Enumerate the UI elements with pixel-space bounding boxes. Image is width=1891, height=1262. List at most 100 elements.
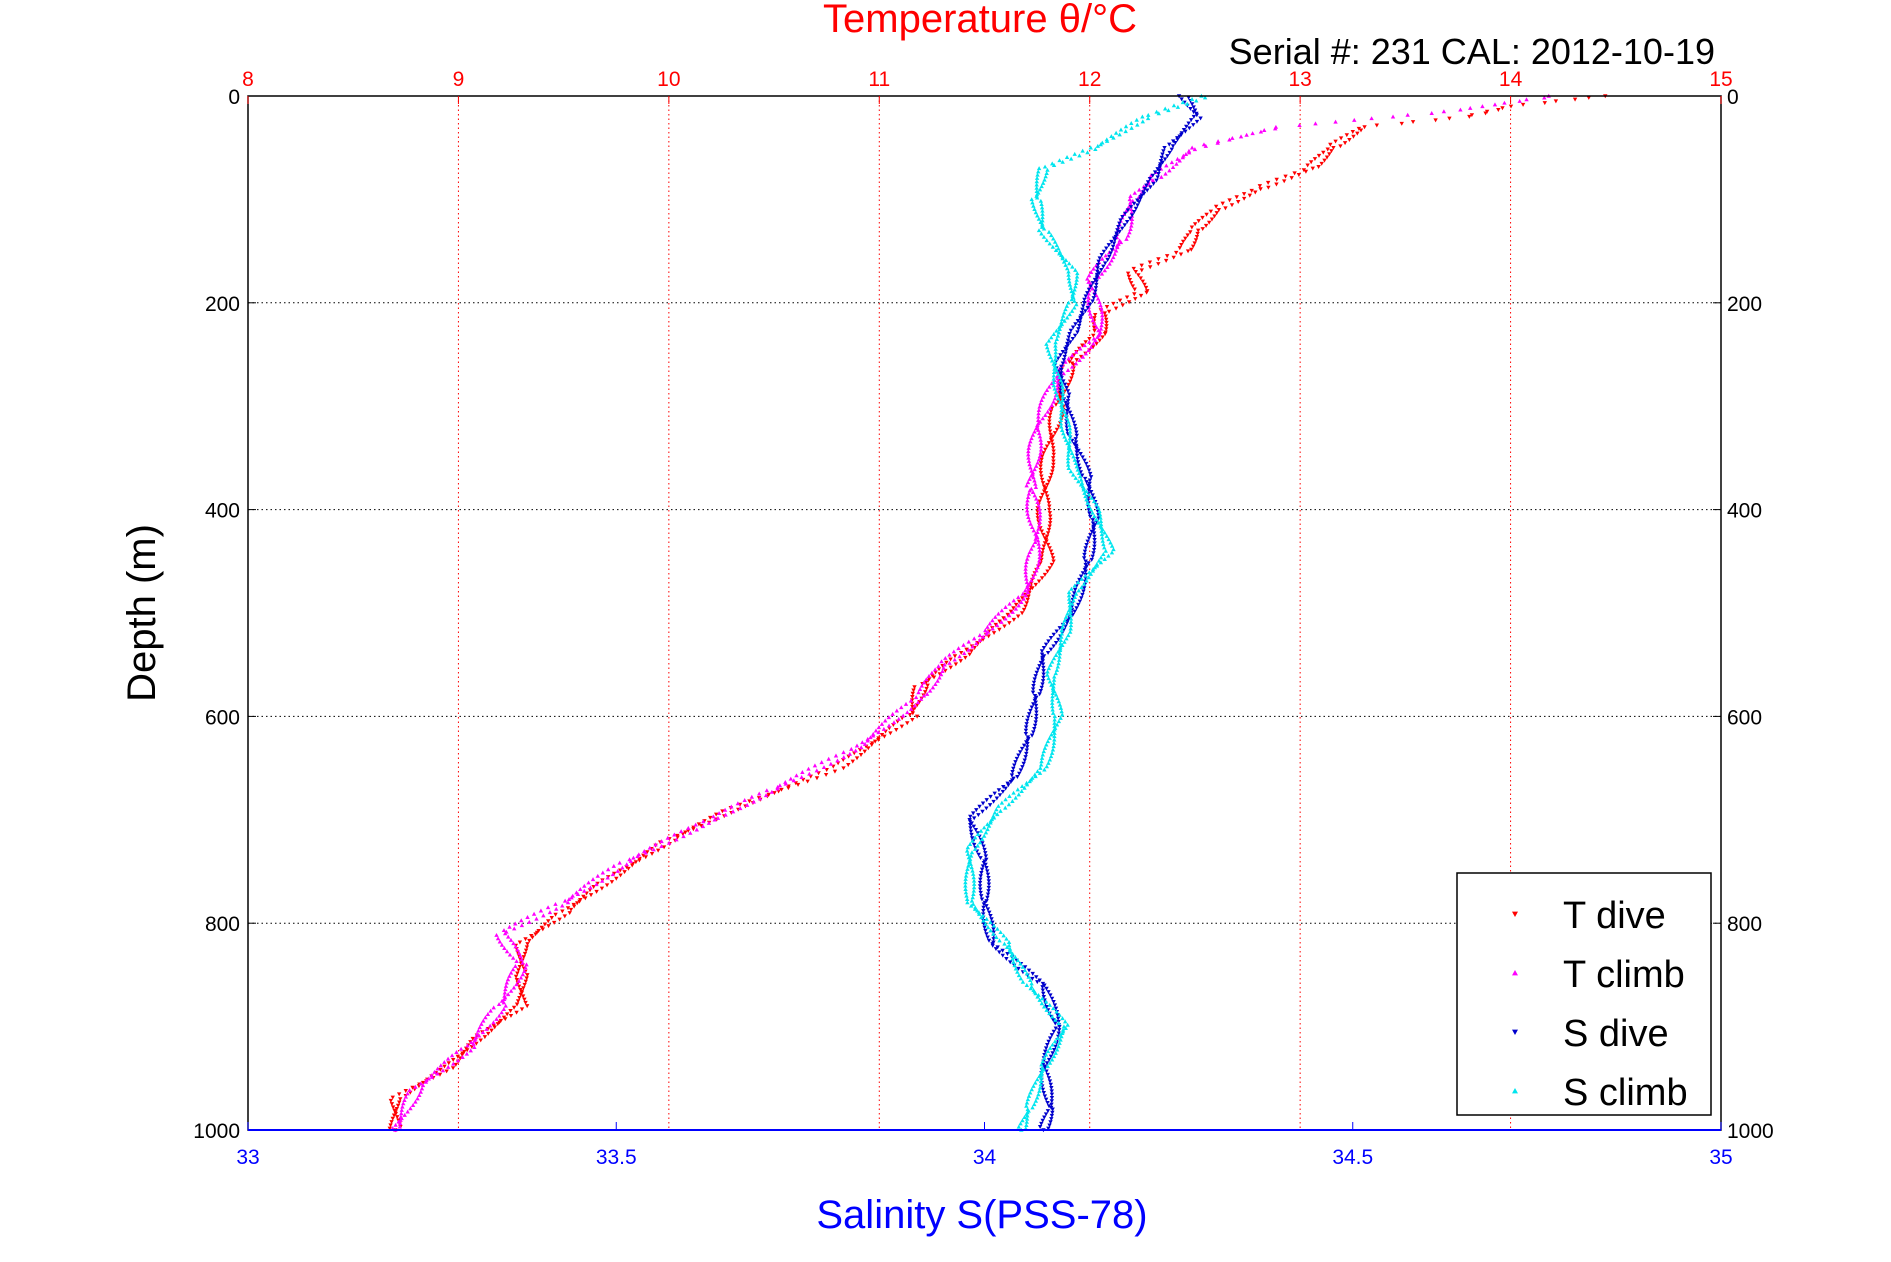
s-dive-point	[1082, 586, 1087, 591]
s-dive-point	[1083, 309, 1088, 314]
t-climb-point	[1037, 516, 1043, 521]
t-dive-point	[1257, 184, 1263, 189]
t-dive-point	[394, 1115, 400, 1120]
s-dive-point	[1023, 755, 1028, 760]
s-dive-point	[993, 947, 999, 952]
t-climb-point	[990, 618, 995, 623]
s-climb-point	[964, 870, 969, 875]
s-climb-point	[971, 881, 977, 886]
t-climb-point	[635, 853, 640, 858]
s-dive-point	[1034, 670, 1039, 675]
t-climb-point	[1031, 528, 1036, 533]
s-dive-point	[1041, 669, 1046, 674]
t-dive-point	[1044, 491, 1049, 496]
t-dive-point	[1241, 196, 1247, 201]
t-dive-point	[1036, 579, 1042, 584]
s-climb-point	[970, 895, 975, 900]
t-dive-point	[540, 927, 546, 932]
t-dive-point	[1019, 611, 1025, 616]
s-climb-point	[1036, 166, 1042, 171]
s-dive-point	[1077, 320, 1083, 325]
t-dive-point	[1126, 300, 1132, 305]
s-climb-point	[1034, 185, 1039, 190]
s-climb-point	[1060, 391, 1066, 396]
t-dive-point	[1048, 514, 1053, 519]
s-climb-point	[1063, 437, 1069, 442]
t-dive-point	[1011, 617, 1017, 622]
s-climb-point	[1067, 436, 1073, 441]
s-dive-point	[1102, 261, 1108, 266]
s-dive-point	[1020, 765, 1025, 770]
s-dive-point	[1031, 684, 1036, 688]
s-dive-point	[1035, 980, 1040, 985]
s-dive-point	[1082, 552, 1087, 557]
y-tick-label-right: 200	[1727, 293, 1762, 316]
t-climb-point	[1030, 543, 1036, 548]
t-climb-point	[483, 1015, 488, 1020]
t-dive-point	[1347, 137, 1352, 142]
t-dive-point	[1104, 324, 1109, 329]
s-climb-point	[1026, 974, 1031, 979]
s-climb-point	[1072, 287, 1077, 292]
t-dive-point	[1048, 476, 1053, 481]
s-climb-point	[1073, 461, 1079, 466]
s-climb-point	[1038, 1082, 1043, 1087]
s-climb-point	[1104, 533, 1109, 538]
t-dive-point	[478, 1038, 483, 1043]
s-climb-point	[1067, 432, 1073, 437]
t-dive-point	[1069, 356, 1074, 361]
s-climb-point	[1016, 973, 1022, 978]
t-dive-point	[637, 858, 642, 863]
t-dive-point	[1196, 228, 1201, 233]
t-climb-point	[1027, 518, 1032, 523]
s-climb-point	[963, 890, 969, 895]
s-climb-point	[968, 903, 974, 908]
t-climb-point	[501, 1007, 507, 1011]
t-dive-point	[390, 1105, 396, 1110]
s-climb-point	[1097, 512, 1103, 517]
s-climb-point	[1062, 618, 1067, 623]
s-dive-point	[1082, 476, 1088, 481]
s-dive-point	[1160, 160, 1165, 165]
t-climb-point	[508, 988, 514, 993]
s-dive-point	[1106, 243, 1111, 248]
s-climb-point	[1096, 558, 1102, 563]
t-climb-point	[1025, 556, 1030, 561]
t-climb-point	[1091, 341, 1096, 346]
s-dive-point	[1041, 675, 1046, 680]
s-climb-point	[1053, 353, 1058, 358]
t-dive-point	[1305, 163, 1310, 168]
s-dive-point	[1040, 1118, 1045, 1123]
s-dive-point	[1097, 271, 1102, 276]
s-dive-point	[1169, 147, 1174, 152]
t-dive-point	[1189, 247, 1194, 252]
s-dive-point	[1047, 1079, 1053, 1084]
s-climb-point	[1022, 785, 1027, 790]
s-dive-point	[1092, 541, 1097, 546]
s-climb-point	[1046, 229, 1052, 234]
s-climb-point	[1117, 132, 1122, 137]
t-climb-point	[933, 682, 938, 687]
t-climb-point	[918, 696, 924, 701]
t-climb-point	[983, 628, 988, 633]
t-dive-point	[1002, 624, 1007, 629]
t-climb-point	[1128, 200, 1133, 205]
t-dive-point	[1183, 236, 1188, 241]
s-dive-point	[1073, 437, 1078, 442]
t-climb-point	[980, 634, 986, 639]
t-dive-point	[1143, 285, 1149, 290]
t-climb-point	[1055, 382, 1060, 387]
s-dive-point	[1074, 450, 1079, 455]
s-dive-point	[968, 823, 973, 827]
t-dive-point	[517, 995, 522, 1000]
t-climb-point	[1542, 95, 1547, 100]
t-dive-point	[1342, 141, 1348, 146]
s-dive-point	[1032, 723, 1038, 728]
t-dive-point	[1046, 441, 1052, 446]
t-climb-point	[1030, 575, 1036, 580]
s-dive-point	[1064, 408, 1070, 413]
t-climb-point	[651, 847, 656, 852]
s-climb-point	[1067, 312, 1072, 317]
t-climb-point	[1036, 431, 1042, 436]
s-climb-point	[1053, 343, 1058, 348]
